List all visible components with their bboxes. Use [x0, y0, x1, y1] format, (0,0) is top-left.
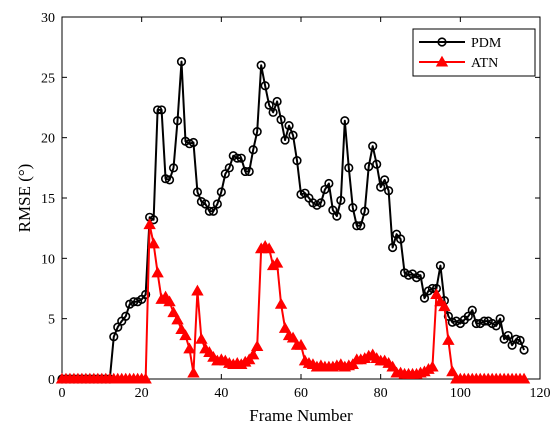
x-tick-label: 40 [214, 386, 228, 401]
y-tick-label: 15 [41, 192, 55, 207]
legend-label: PDM [471, 36, 502, 51]
x-tick-label: 100 [450, 386, 471, 401]
y-tick-label: 10 [41, 252, 55, 267]
x-tick-label: 80 [374, 386, 388, 401]
x-tick-label: 0 [59, 386, 66, 401]
y-tick-label: 30 [41, 11, 55, 26]
x-tick-label: 120 [530, 386, 550, 401]
legend: PDM ATN [413, 29, 535, 76]
y-tick-label: 0 [48, 373, 55, 388]
y-axis-title: RMSE (°) [15, 164, 34, 233]
x-tick-label: 60 [294, 386, 308, 401]
y-tick-label: 20 [41, 132, 55, 147]
x-axis-title: Frame Number [249, 406, 353, 425]
x-tick-label: 20 [135, 386, 149, 401]
y-tick-label: 25 [41, 71, 55, 86]
legend-label: ATN [471, 56, 498, 71]
y-tick-label: 5 [48, 313, 55, 328]
